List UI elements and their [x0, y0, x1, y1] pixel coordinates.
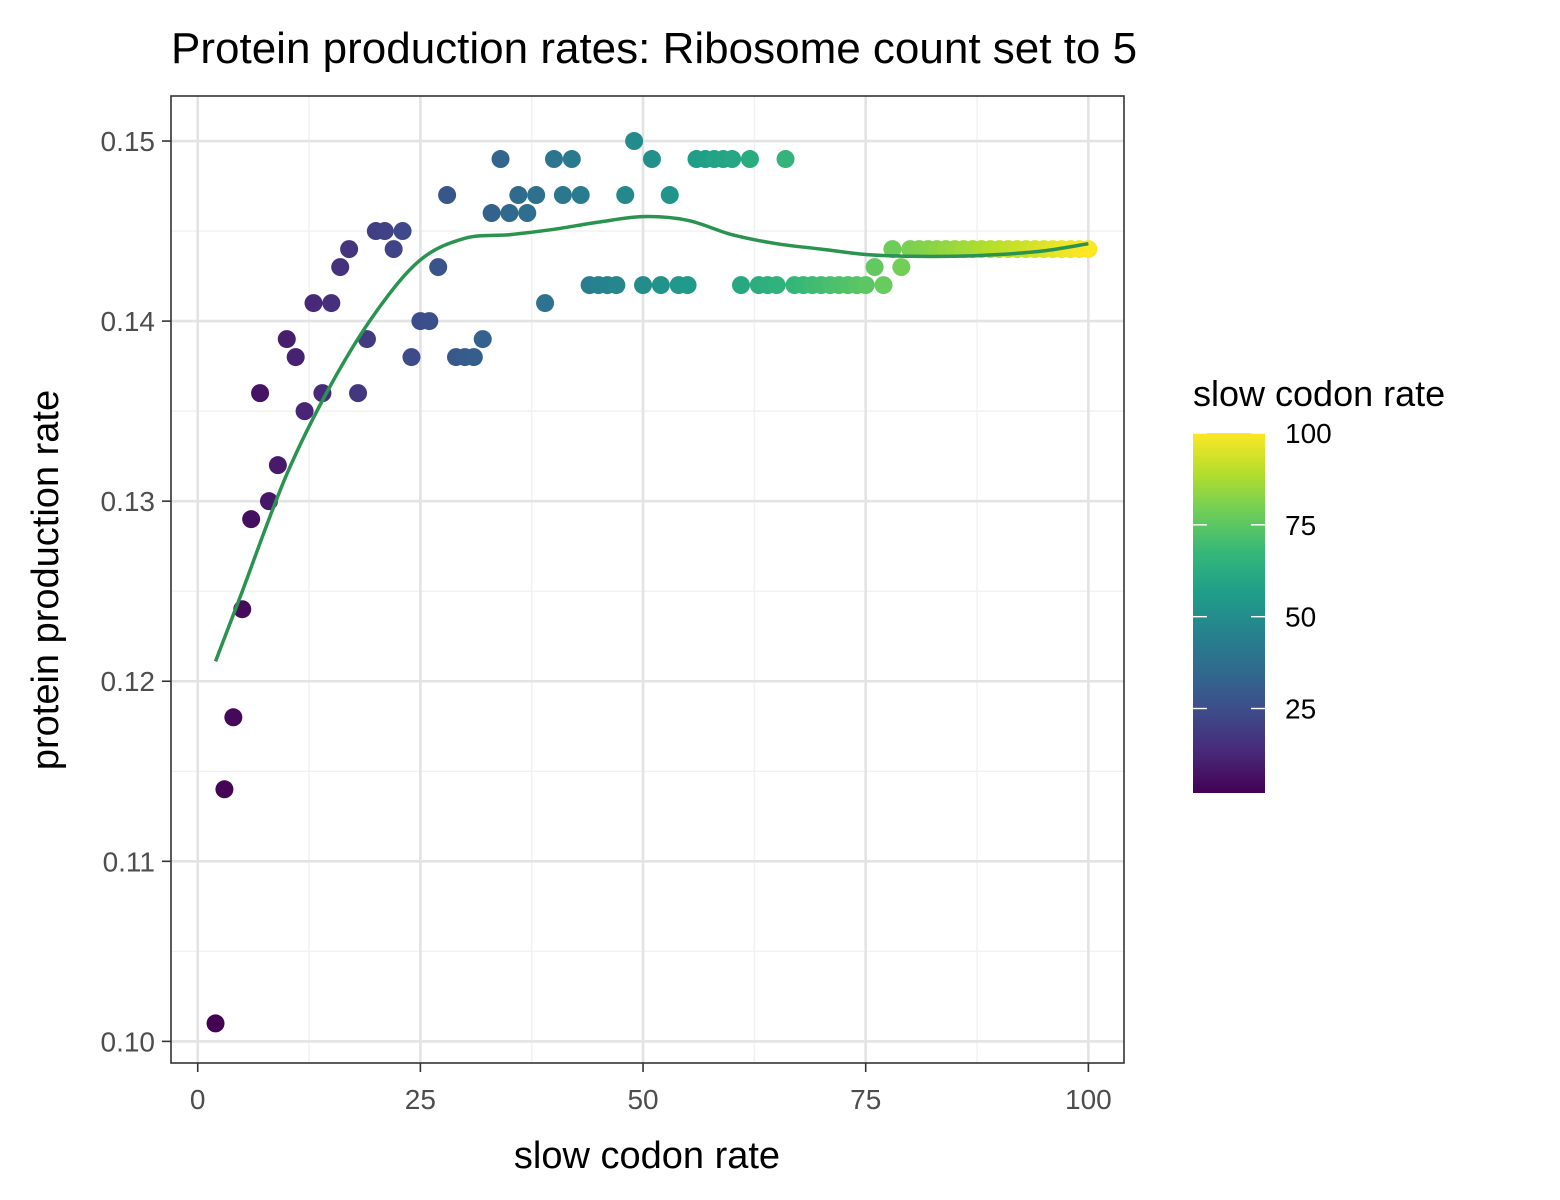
data-point	[286, 348, 305, 367]
data-point	[776, 150, 795, 169]
data-point	[438, 186, 457, 205]
y-tick-label: 0.13	[101, 486, 156, 517]
data-point	[518, 204, 537, 223]
legend-tick-label: 25	[1285, 694, 1316, 725]
data-point	[304, 294, 323, 313]
legend-tick-label: 50	[1285, 602, 1316, 633]
x-tick-label: 0	[190, 1084, 206, 1115]
data-point	[678, 276, 697, 295]
data-point	[892, 258, 911, 277]
data-point	[660, 186, 679, 205]
data-point	[527, 186, 546, 205]
data-point	[206, 1014, 225, 1033]
y-tick-label: 0.10	[101, 1026, 156, 1057]
data-point	[651, 276, 670, 295]
panel-border	[170, 95, 1125, 1064]
data-point	[491, 150, 510, 169]
data-point	[642, 150, 661, 169]
data-point	[767, 276, 786, 295]
data-point	[500, 204, 519, 223]
x-axis-title: slow codon rate	[514, 1135, 780, 1177]
smooth-trend-line	[213, 214, 1089, 663]
x-tick-label: 75	[850, 1084, 881, 1115]
data-point	[509, 186, 528, 205]
data-point	[874, 276, 893, 295]
data-point	[268, 456, 287, 475]
data-point	[536, 294, 555, 313]
legend-tick-label: 75	[1285, 510, 1316, 541]
y-tick-label: 0.14	[101, 306, 156, 337]
x-tick-label: 25	[405, 1084, 436, 1115]
legend-tick-label: 100	[1285, 418, 1332, 449]
data-point	[571, 186, 590, 205]
data-point	[883, 240, 902, 259]
data-point	[375, 222, 394, 241]
data-point	[277, 330, 296, 349]
data-point	[295, 402, 314, 421]
data-point	[732, 276, 751, 295]
data-point	[607, 276, 626, 295]
data-point	[402, 348, 421, 367]
legend-colorbar	[1193, 433, 1265, 793]
data-point	[473, 330, 492, 349]
color-legend: slow codon rate 25 50 75 100	[1193, 373, 1445, 793]
data-point	[429, 258, 448, 277]
data-point	[634, 276, 653, 295]
data-point	[723, 150, 742, 169]
data-point	[482, 204, 501, 223]
x-axis-ticks: 0 25 50 75 100	[190, 1063, 1112, 1115]
y-tick-label: 0.15	[101, 126, 156, 157]
data-point	[384, 240, 403, 259]
data-point	[856, 276, 875, 295]
data-point	[224, 708, 243, 727]
legend-title: slow codon rate	[1193, 373, 1445, 414]
y-axis-title: protein production rate	[25, 390, 67, 770]
data-point	[331, 258, 350, 277]
data-point	[562, 150, 581, 169]
y-tick-label: 0.11	[103, 846, 155, 877]
data-point	[865, 258, 884, 277]
data-point	[242, 510, 261, 529]
data-point	[349, 384, 368, 403]
major-gridlines	[171, 96, 1124, 1063]
data-point	[464, 348, 483, 367]
x-tick-label: 100	[1065, 1084, 1112, 1115]
data-point	[616, 186, 635, 205]
data-point	[393, 222, 412, 241]
data-point	[544, 150, 563, 169]
data-point	[740, 150, 759, 169]
data-point	[215, 780, 234, 799]
data-point	[251, 384, 270, 403]
x-tick-label: 50	[627, 1084, 658, 1115]
legend-ticks: 25 50 75 100	[1193, 418, 1332, 725]
data-point	[1079, 240, 1098, 259]
data-point	[553, 186, 572, 205]
y-axis-ticks: 0.10 0.11 0.12 0.13 0.14 0.15	[101, 126, 171, 1057]
data-point	[625, 132, 644, 151]
data-point	[340, 240, 359, 259]
y-tick-label: 0.12	[101, 666, 156, 697]
data-point	[322, 294, 341, 313]
data-point	[420, 312, 439, 331]
chart-title: Protein production rates: Ribosome count…	[171, 24, 1137, 73]
data-points	[206, 132, 1098, 1033]
